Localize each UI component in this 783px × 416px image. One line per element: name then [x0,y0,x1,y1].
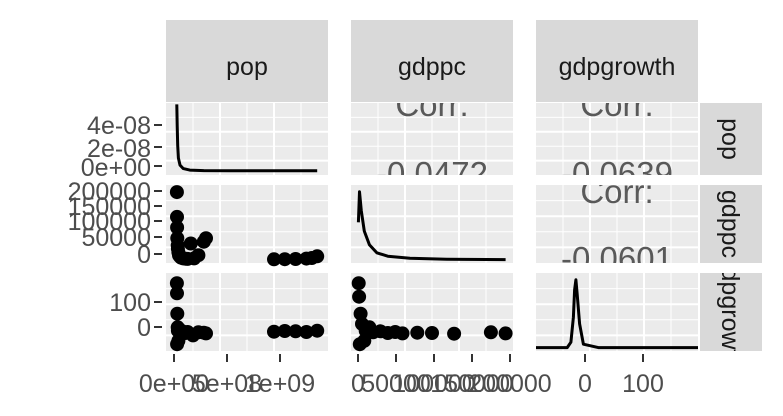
y-axis-gdpgrowth: 100 0 [109,289,162,342]
scatter-gdpgrowth-vs-pop-point [299,325,314,339]
density-curve-pop [175,104,318,173]
x-tick-label-pop-1: 5e+08 [192,370,262,398]
scatter-gdpgrowth-vs-pop-point [170,286,184,301]
strip-background-gdpgrowth [536,20,698,102]
row-strip-label-gdppc: gdppc [716,190,744,258]
scatter-gdppc-vs-pop-point [199,231,213,246]
panel-gdpgrowth-gdpgrowth-grid [536,273,698,351]
scatter-gdpgrowth-vs-gdppc [351,276,513,352]
scatter-gdpgrowth-vs-gdppc-point [410,325,425,340]
corr-label-pop-gdppc: Corr: [395,86,468,123]
y-tick-label-gdppc-4: 0 [137,241,151,269]
scatter-gdpgrowth-vs-pop-point [310,323,325,338]
y-tick-label-pop-0: 4e-08 [87,112,151,140]
y-axis-pop: 4e-08 2e-08 0e+00 [81,112,162,182]
panel-pop-gdppc-grid [351,103,513,175]
row-strip-label-pop: pop [716,118,744,160]
y-tick-label-gdppc-2: 100000 [68,208,151,236]
x-axis-gdppc: 0 50000 100000 150000 200000 [351,354,552,398]
scatter-gdpgrowth-vs-gdppc-point [483,325,498,340]
x-tick-label-gdppc-2: 100000 [392,370,475,398]
strip-label-gdppc: gdppc [398,53,466,81]
scatter-gdpgrowth-vs-gdppc-point [447,326,462,341]
scatter-gdppc-vs-pop-point [183,236,198,251]
corr-value-pop-gdppc: -0.0472 [376,155,488,192]
y-tick-label-gdppc-1: 150000 [68,193,151,221]
density-curve-gdpgrowth [536,278,698,350]
density-curve-gdppc [356,190,506,262]
panel-gdppc-gdpgrowth-grid [536,185,698,263]
x-tick-label-gdppc-1: 50000 [361,370,431,398]
row-strip-background-pop [700,103,762,175]
corr-value-pop-gdpgrowth: -0.0639 [561,155,673,192]
row-strip-background-gdpgrowth [700,273,762,351]
scatter-gdpgrowth-vs-gdppc-point [498,326,513,341]
scatter-gdppc-vs-pop-point [169,185,184,200]
y-tick-label-gdppc-0: 200000 [68,178,151,206]
x-tick-label-gdppc-4: 200000 [468,370,551,398]
scatter-gdpgrowth-vs-pop-point [267,324,281,339]
scatter-gdppc-vs-pop-point [288,252,303,266]
scatter-gdpgrowth-vs-pop-point [170,306,185,321]
data-marks [169,104,698,352]
panel-pop-pop-grid [166,103,328,175]
scatter-gdpgrowth-vs-gdppc-point [425,326,439,340]
y-tick-label-gdpgrowth-1: 0 [137,314,151,342]
strip-background-gdppc [351,20,513,102]
panel-gdppc-pop-grid [166,185,328,263]
x-axis-gdpgrowth: 0 100 [578,354,664,398]
strip-label-pop: pop [226,53,268,81]
x-tick-label-gdpgrowth-0: 0 [578,370,592,398]
x-tick-label-pop-2: 1e+09 [245,370,315,398]
panel-pop-gdpgrowth-grid [536,103,698,175]
scatter-gdppc-vs-pop-point [277,252,292,267]
y-tick-label-pop-1: 2e-08 [87,135,151,163]
correlation-panels: Corr: -0.0472 Corr: -0.0639 Corr: -0.060… [376,86,673,277]
y-axis-gdppc: 200000 150000 100000 50000 0 [68,178,162,269]
scatter-gdpgrowth-vs-pop [169,276,325,352]
row-strips: pop gdppc gdpgrowth [700,103,762,371]
x-tick-label-gdppc-3: 150000 [430,370,513,398]
column-strips: pop gdppc gdpgrowth [166,20,698,102]
y-tick-label-pop-2: 0e+00 [81,154,151,182]
x-tick-label-pop-0: 0e+00 [139,370,209,398]
panels [166,103,698,351]
strip-background-pop [166,20,328,102]
scatter-gdppc-vs-pop-point [191,248,206,263]
scatter-gdpgrowth-vs-pop-point [169,276,184,291]
scatter-gdpgrowth-vs-gdppc-point [351,276,366,291]
corr-label-pop-gdpgrowth: Corr: [580,86,653,123]
scatter-gdpgrowth-vs-gdppc-point [353,306,368,321]
scatter-gdppc-vs-pop-point [310,249,325,264]
y-tick-label-gdppc-3: 50000 [81,224,151,252]
panel-gdppc-gdppc-grid [351,185,513,263]
strip-label-gdpgrowth: gdpgrowth [559,53,676,81]
x-axis-pop: 0e+00 5e+08 1e+09 [139,354,315,398]
row-strip-label-gdpgrowth: gdpgrowth [716,254,744,371]
scatter-gdppc-vs-pop-point [170,220,185,235]
corr-value-gdppc-gdpgrowth: -0.0601 [561,240,673,277]
scatter-gdpgrowth-vs-pop-point [199,326,213,341]
scatter-gdpgrowth-vs-gdppc-point [395,326,410,341]
scatter-gdpgrowth-vs-pop-point [277,324,292,338]
y-tick-label-gdpgrowth-0: 100 [109,289,151,317]
x-tick-label-gdpgrowth-1: 100 [622,370,664,398]
corr-label-gdppc-gdpgrowth: Corr: [580,173,653,210]
scatter-gdppc-vs-pop [169,185,325,267]
scatter-gdppc-vs-pop-point [267,252,281,267]
scatter-gdpgrowth-vs-pop-point [288,324,303,339]
scatter-gdppc-vs-pop-point [170,209,184,224]
x-tick-label-gdppc-0: 0 [351,370,365,398]
row-strip-background-gdppc [700,185,762,263]
scatter-gdpgrowth-vs-gdppc-point [352,289,367,304]
